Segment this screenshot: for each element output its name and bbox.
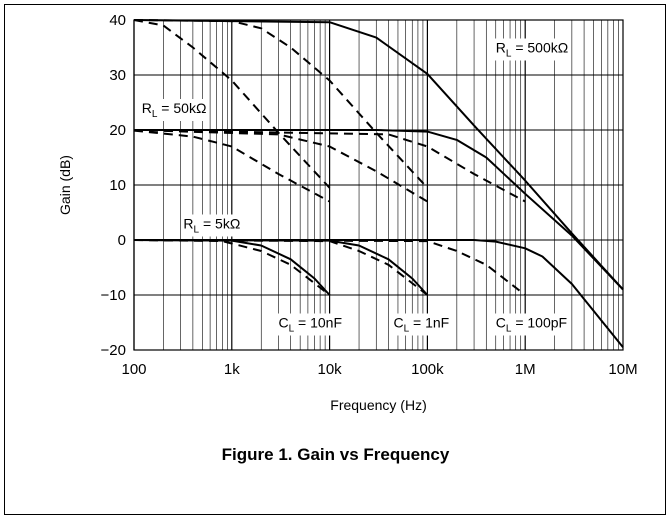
annotation-background bbox=[493, 38, 571, 61]
dashed-series-line-7 bbox=[133, 19, 429, 189]
y-axis-label: Gain (dB) bbox=[57, 155, 73, 215]
x-tick-label: 1M bbox=[515, 361, 536, 378]
y-tick-label: −10 bbox=[101, 287, 126, 304]
solid-series-line-1 bbox=[133, 19, 624, 291]
dashed-series-line-12 bbox=[133, 239, 429, 296]
x-axis-ticks: 100 1k 10k 100k 1M 10M bbox=[121, 361, 637, 378]
x-tick-label: 10k bbox=[318, 361, 343, 378]
dashed-series-line-13 bbox=[133, 239, 526, 296]
y-tick-label: 20 bbox=[109, 122, 126, 139]
x-axis-label: Frequency (Hz) bbox=[330, 397, 426, 413]
x-tick-label: 100k bbox=[411, 361, 444, 378]
annotation-background bbox=[276, 313, 345, 336]
annotation-label: CL = 100pF bbox=[493, 313, 570, 336]
y-tick-label: −20 bbox=[101, 342, 126, 359]
annotation-text: CL = 10nF bbox=[278, 315, 342, 335]
dashed-series-line-8 bbox=[133, 129, 331, 203]
annotation-label: RL = 5kΩ bbox=[181, 214, 243, 237]
annotation-label: RL = 50kΩ bbox=[139, 99, 209, 121]
solid-series-line-2 bbox=[134, 129, 624, 291]
annotation-text: RL = 5kΩ bbox=[183, 216, 240, 236]
dashed-series-line-10 bbox=[133, 129, 526, 203]
x-tick-label: 10M bbox=[608, 361, 637, 378]
series-lines bbox=[133, 19, 624, 348]
y-tick-label: 10 bbox=[109, 177, 126, 194]
solid-series-line-5 bbox=[133, 239, 429, 296]
annotation-background bbox=[493, 313, 570, 336]
annotation-label: RL = 500kΩ bbox=[493, 38, 571, 61]
annotation-text: RL = 500kΩ bbox=[496, 40, 568, 60]
annotation-background bbox=[139, 99, 209, 121]
annotation-label: CL = 10nF bbox=[276, 313, 345, 336]
x-tick-label: 1k bbox=[224, 361, 240, 378]
grid bbox=[133, 19, 623, 351]
dashed-series-line-9 bbox=[133, 129, 428, 203]
figure-caption: Figure 1. Gain vs Frequency bbox=[221, 445, 450, 464]
annotation-background bbox=[391, 313, 452, 336]
dashed-series-line-11 bbox=[133, 239, 331, 296]
annotation-background bbox=[181, 214, 243, 237]
y-tick-label: 30 bbox=[109, 67, 126, 84]
plot-area-border bbox=[133, 19, 624, 351]
dashed-series-line-6 bbox=[133, 19, 331, 189]
y-tick-label: 40 bbox=[109, 12, 126, 29]
annotation-label: CL = 1nF bbox=[391, 313, 452, 336]
annotations: RL = 500kΩ RL = 50kΩ RL = 5kΩ CL = 10nF CL =… bbox=[139, 38, 571, 336]
y-tick-label: 0 bbox=[118, 232, 126, 249]
annotation-text: CL = 1nF bbox=[393, 315, 449, 335]
annotation-text: RL = 50kΩ bbox=[142, 100, 207, 120]
solid-series-line-3 bbox=[134, 239, 624, 348]
y-axis-ticks: 40 30 20 10 0 −10 −20 bbox=[101, 12, 126, 359]
figure-frame bbox=[4, 4, 666, 515]
annotation-text: CL = 100pF bbox=[496, 315, 567, 335]
x-tick-label: 100 bbox=[121, 361, 146, 378]
